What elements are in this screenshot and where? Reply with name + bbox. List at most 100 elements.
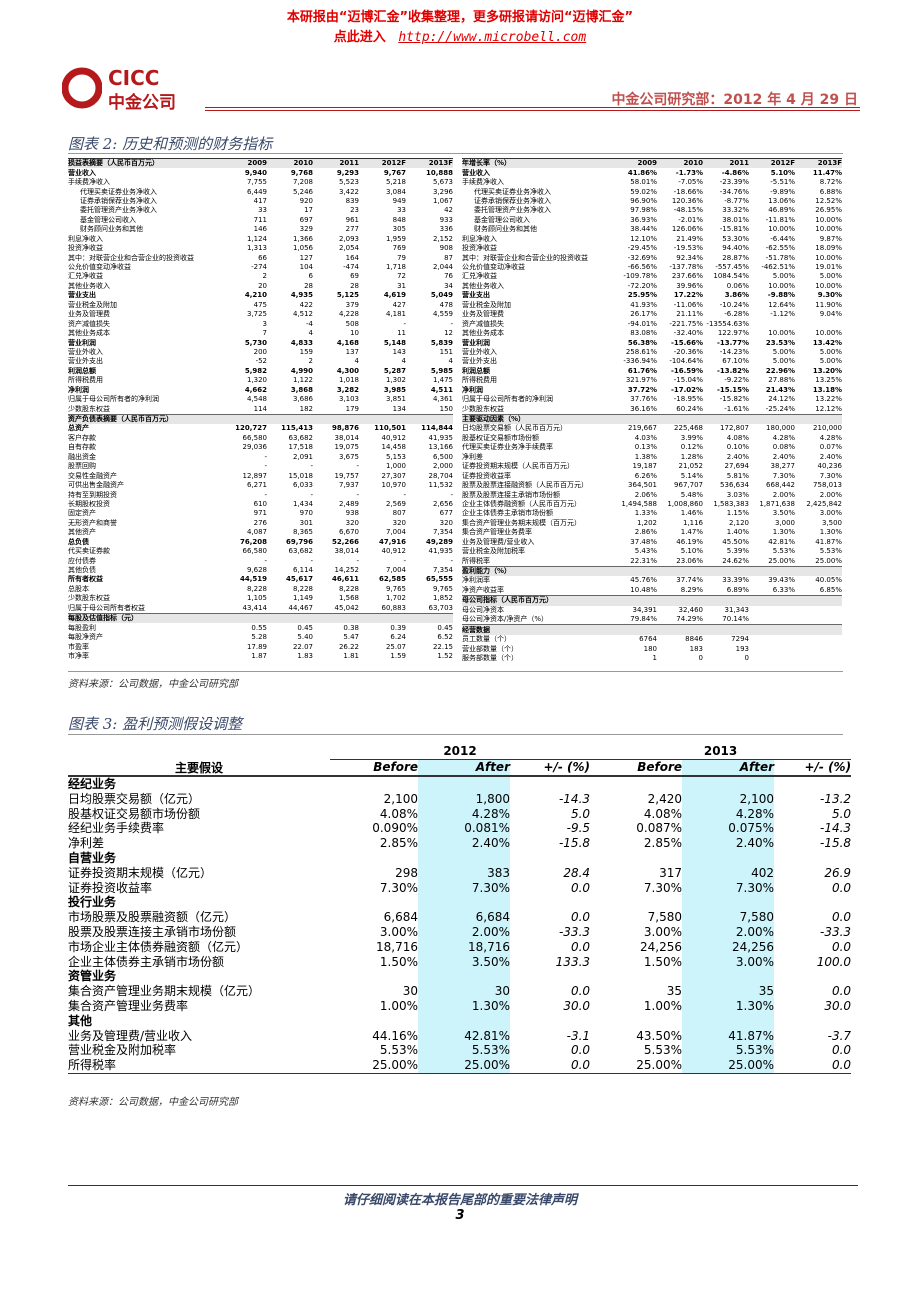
cell: 10,888 xyxy=(425,168,453,177)
cell: -9.22% xyxy=(724,376,749,385)
cell: 0.13% xyxy=(634,443,657,452)
cell: 2.85% xyxy=(379,836,418,851)
banner-link[interactable]: 点此进入 xyxy=(333,30,386,45)
cell: 41.87% xyxy=(815,537,842,546)
row-label: 净利润 xyxy=(462,385,483,394)
row: 所得税费用 1,320 1,122 1,018 1,302 1,475 xyxy=(68,376,453,385)
cell-empty xyxy=(682,850,775,866)
cell: -9.88% xyxy=(767,291,795,300)
row-label: 财务顾问业务和其他 xyxy=(80,225,143,234)
row: 委托管理资产业务净收入 33 17 23 33 42 xyxy=(68,206,453,215)
row-label: 营业税金及附加 xyxy=(462,300,511,309)
row-label: 所得税费用 xyxy=(68,376,103,385)
cell: 0.07% xyxy=(819,443,842,452)
cell: 5.0 xyxy=(570,806,591,821)
table-left: 损益表摘要（人民币百万元） 2009 2010 2011 2012F 2013F 营业收入 9… xyxy=(68,158,453,661)
cell: 43,414 xyxy=(242,603,268,612)
row-label: 汇兑净收益 xyxy=(462,272,497,281)
cell: 7,580 xyxy=(647,910,683,925)
cell-empty xyxy=(330,776,418,792)
cell: 1,116 xyxy=(682,518,703,527)
row-label: 净利差 xyxy=(462,452,483,461)
row: 可供出售金融资产 6,271 6,033 7,937 10,970 11,532 xyxy=(68,481,453,490)
cell: 28,704 xyxy=(428,471,454,480)
row-label: 证券承销保荐业务净收入 xyxy=(474,196,551,205)
cell: - xyxy=(450,319,453,328)
header-cell: 2011 xyxy=(313,158,359,169)
row: 应付债券 - - - - - xyxy=(68,556,453,565)
cell: 69 xyxy=(350,272,359,281)
row-label: 市盈率 xyxy=(68,642,89,651)
cell: 8,228 xyxy=(246,584,267,593)
row: 企业主体债券主承销市场份额 1.33% 1.46% 1.15% 3.50% 3.00% xyxy=(462,509,842,518)
banner-url[interactable]: http://www.microbell.com xyxy=(398,30,587,45)
cell: 2 xyxy=(308,357,313,366)
cell: 0.075% xyxy=(682,820,775,836)
cell: 18,716 xyxy=(376,939,418,954)
cell: 5.48% xyxy=(680,490,703,499)
cell: 0.45 xyxy=(437,623,453,632)
cell: 3,725 xyxy=(246,310,267,319)
cell: 5,287 xyxy=(383,366,406,375)
cell: 4 xyxy=(308,329,313,338)
cell-empty xyxy=(749,635,795,644)
table-right: 年增长率（%） 2009 2010 2011 2012F 2013F 营业收入 41.86% -… xyxy=(462,158,842,663)
row: 其中：对联营企业和合营企业的投资收益 -32.69% 92.34% 28.87% -51… xyxy=(462,253,842,262)
cell: 1,302 xyxy=(385,376,406,385)
row: 其他业务收入 20 28 28 31 34 xyxy=(68,282,453,291)
row-label: 归属于母公司所有者的净利润 xyxy=(462,395,553,404)
cell: - xyxy=(450,490,453,499)
cell: 40,912 xyxy=(381,547,407,556)
row: 日均股票交易额（亿元） 2,100 1,800 -14.3 2,420 2,100 -13.… xyxy=(68,791,920,807)
cell: 126.06% xyxy=(671,225,703,234)
cell: 0 xyxy=(698,653,703,662)
header-cell: 2009 xyxy=(610,158,657,169)
cell: 38,277 xyxy=(770,462,796,471)
cell: 1,122 xyxy=(292,376,313,385)
row-label: 每股净资产 xyxy=(68,633,103,642)
cell: 6.52 xyxy=(437,633,453,642)
cell: 0 xyxy=(744,653,749,662)
cell: 172,807 xyxy=(720,424,749,433)
cell: -557.45% xyxy=(715,263,749,272)
cell: 2,054 xyxy=(338,244,359,253)
cell: 60.24% xyxy=(676,404,703,413)
cell: 30.0 xyxy=(563,998,591,1013)
cell: 37.48% xyxy=(630,537,657,546)
cell: 25.00% xyxy=(682,1057,775,1074)
cell: 10.00% xyxy=(815,281,842,290)
cell: 4,559 xyxy=(432,310,453,319)
row-label: 企业主体债券主承销市场份额 xyxy=(68,954,225,969)
cell: 22.31% xyxy=(630,556,657,565)
cell: 1,366 xyxy=(292,234,313,243)
cell: 7,208 xyxy=(292,178,313,187)
row-label: 资产负债表摘要（人民币百万元） xyxy=(68,413,453,425)
cell: 2,000 xyxy=(432,462,453,471)
row-label: 经纪业务 xyxy=(68,776,117,791)
row: 手续费净收入 7,755 7,208 5,523 5,218 5,673 xyxy=(68,178,453,187)
cell: 25.95% xyxy=(627,291,657,300)
row: 营业外收入 200 159 137 143 151 xyxy=(68,348,453,357)
row-label: 股基权证交易额市场份额 xyxy=(68,806,201,821)
cell: 1,702 xyxy=(385,594,406,603)
cell: 475 xyxy=(253,300,267,309)
cell: 1 xyxy=(652,653,657,662)
row-label: 营业外收入 xyxy=(462,347,497,356)
cell: 100.0 xyxy=(816,954,852,969)
cell: 1,124 xyxy=(246,234,267,243)
cell: 13.18% xyxy=(812,385,842,394)
cell: 7.30% xyxy=(819,471,842,480)
row-label: 净利润 xyxy=(68,385,89,394)
cell: 63,703 xyxy=(428,603,454,612)
cell: 67.10% xyxy=(722,357,749,366)
cell: -9.89% xyxy=(770,187,795,196)
row-label: 服务部数量（个） xyxy=(462,653,518,662)
cell: 317 xyxy=(659,865,683,880)
cell-empty xyxy=(510,776,590,792)
cell: 4,512 xyxy=(292,310,313,319)
cell: 193 xyxy=(735,644,749,653)
cell-empty xyxy=(510,1013,590,1028)
cell: 1.38% xyxy=(634,452,657,461)
cell: 10.00% xyxy=(815,329,842,338)
row-label: 业务及管理费 xyxy=(68,310,110,319)
